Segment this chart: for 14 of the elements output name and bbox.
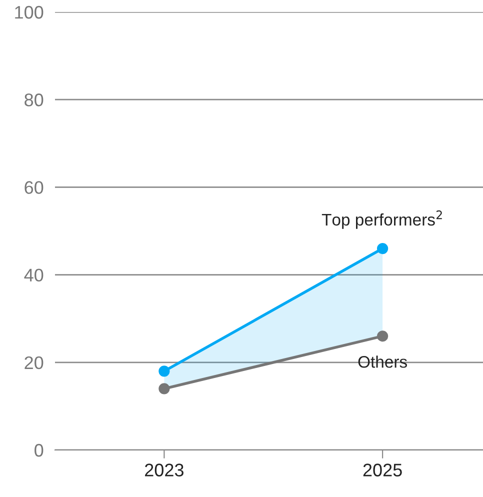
y-tick-label: 40 xyxy=(24,268,44,282)
x-tick-label: 2023 xyxy=(145,464,184,476)
point xyxy=(376,242,388,254)
y-tick-label: 80 xyxy=(24,94,44,106)
point xyxy=(158,383,170,394)
series-label: Others xyxy=(358,356,407,368)
x-tick-label: 2025 xyxy=(363,464,402,476)
point xyxy=(376,330,388,342)
y-tick-label: 20 xyxy=(24,356,44,370)
y-tick-label: 100 xyxy=(15,6,44,19)
y-tick-label: 60 xyxy=(24,181,44,194)
y-tick-label: 0 xyxy=(34,444,44,457)
point xyxy=(158,366,170,377)
series-label: Top performers$^{2}$ xyxy=(322,210,442,229)
